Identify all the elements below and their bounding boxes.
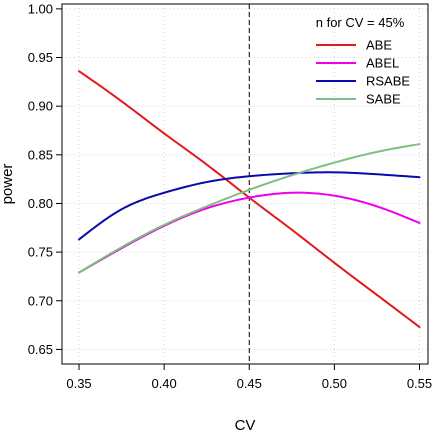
legend-title: n for CV = 45% <box>316 15 405 30</box>
x-axis: 0.35 0.40 0.45 0.50 0.55 <box>66 364 432 391</box>
y-tick-label: 0.90 <box>28 99 53 114</box>
x-tick-label: 0.35 <box>66 376 91 391</box>
x-tick-label: 0.40 <box>151 376 176 391</box>
series-line-rsabe <box>78 171 421 241</box>
y-tick-label: 0.70 <box>28 293 53 308</box>
legend-label-sabe: SABE <box>366 92 401 107</box>
x-tick-label: 0.50 <box>322 376 347 391</box>
y-tick-label: 0.95 <box>28 50 53 65</box>
series-lines <box>78 70 421 329</box>
x-axis-title: CV <box>235 417 256 432</box>
y-tick-label: 0.65 <box>28 342 53 357</box>
y-tick-label: 0.85 <box>28 147 53 162</box>
x-tick-label: 0.55 <box>407 376 432 391</box>
legend-label-abel: ABEL <box>366 56 399 71</box>
y-tick-label: 1.00 <box>28 1 53 16</box>
y-tick-label: 0.80 <box>28 196 53 211</box>
legend-label-rsabe: RSABE <box>366 74 410 89</box>
series-line-sabe <box>78 143 421 274</box>
x-tick-label: 0.45 <box>237 376 262 391</box>
legend: n for CV = 45% ABE ABEL RSABE SABE <box>316 15 411 107</box>
y-tick-label: 0.75 <box>28 245 53 260</box>
plot-area-frame <box>61 3 429 365</box>
legend-label-abe: ABE <box>366 38 392 53</box>
y-axis: 0.65 0.70 0.75 0.80 0.85 0.90 0.95 1.00 <box>28 1 62 357</box>
y-axis-title: power <box>0 164 16 205</box>
